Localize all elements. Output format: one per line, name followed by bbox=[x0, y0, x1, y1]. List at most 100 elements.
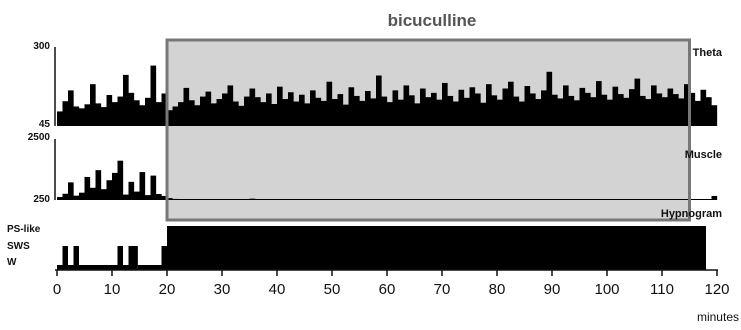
theta-bar bbox=[684, 84, 690, 126]
theta-bar bbox=[370, 98, 377, 126]
theta-bar bbox=[112, 102, 118, 126]
muscle-bar bbox=[365, 199, 371, 200]
theta-bar bbox=[381, 96, 388, 126]
panel-label-muscle: Muscle bbox=[685, 149, 722, 161]
theta-bar bbox=[359, 100, 366, 126]
theta-bar bbox=[178, 102, 184, 126]
theta-bar bbox=[277, 86, 283, 126]
theta-bar bbox=[557, 98, 564, 126]
muscle-bar bbox=[167, 198, 173, 200]
muscle-bar bbox=[216, 199, 223, 200]
x-tick-label: 10 bbox=[104, 281, 121, 298]
hypnogram-segment bbox=[79, 265, 118, 270]
theta-bar bbox=[310, 90, 316, 126]
muscle-bar bbox=[343, 199, 349, 200]
muscle-bar bbox=[491, 199, 498, 200]
muscle-bar bbox=[535, 199, 542, 200]
muscle-bar bbox=[662, 199, 668, 200]
muscle-bar bbox=[288, 199, 294, 200]
muscle-bar bbox=[634, 199, 641, 200]
theta-bar bbox=[546, 71, 553, 126]
muscle-bar bbox=[178, 199, 184, 200]
muscle-bar bbox=[392, 199, 399, 200]
theta-bar bbox=[238, 105, 245, 126]
theta-bar bbox=[343, 104, 349, 126]
theta-ytick-max: 300 bbox=[33, 41, 50, 52]
state-label-sws: SWS bbox=[7, 241, 30, 252]
theta-bar bbox=[414, 103, 421, 126]
theta-bar bbox=[90, 84, 96, 126]
muscle-bar bbox=[601, 199, 608, 200]
muscle-bar bbox=[464, 199, 470, 200]
x-axis-label: minutes bbox=[697, 310, 739, 324]
treatment-box bbox=[165, 38, 691, 222]
theta-bar bbox=[618, 94, 624, 126]
theta-bar bbox=[673, 94, 679, 126]
theta-bar bbox=[194, 105, 201, 126]
muscle-bar bbox=[623, 199, 630, 200]
muscle-bar bbox=[469, 199, 476, 200]
muscle-bar bbox=[128, 181, 135, 200]
theta-bar bbox=[205, 91, 212, 126]
hypnogram-segment bbox=[161, 246, 167, 270]
muscle-bar bbox=[249, 198, 256, 200]
muscle-bar bbox=[596, 199, 602, 200]
muscle-bar bbox=[260, 199, 267, 200]
muscle-bar bbox=[706, 199, 712, 200]
theta-bar bbox=[409, 95, 415, 126]
muscle-bar bbox=[442, 199, 448, 200]
theta-bar bbox=[332, 99, 338, 126]
hypnogram-segment bbox=[68, 265, 74, 270]
muscle-bar bbox=[673, 199, 679, 200]
muscle-bar bbox=[73, 195, 80, 200]
theta-bar bbox=[172, 106, 179, 126]
muscle-bar bbox=[62, 193, 69, 200]
hypnogram-segment bbox=[137, 265, 162, 270]
muscle-bar bbox=[156, 194, 162, 200]
muscle-bar bbox=[436, 199, 443, 200]
theta-bar bbox=[706, 97, 712, 126]
muscle-bar bbox=[172, 198, 179, 200]
x-tick-label: 0 bbox=[53, 281, 61, 298]
theta-bar bbox=[607, 99, 613, 126]
hypnogram-segment bbox=[128, 246, 138, 270]
muscle-bar bbox=[194, 199, 201, 200]
theta-bar bbox=[106, 95, 113, 126]
theta-bar bbox=[431, 92, 437, 126]
theta-bar bbox=[299, 94, 305, 126]
muscle-bar bbox=[585, 199, 591, 200]
theta-bar bbox=[667, 88, 674, 126]
theta-bar bbox=[475, 93, 481, 126]
muscle-bar bbox=[711, 195, 718, 200]
muscle-bar bbox=[337, 199, 344, 200]
theta-bar bbox=[513, 96, 520, 126]
muscle-bar bbox=[381, 199, 388, 200]
muscle-bar bbox=[508, 199, 514, 200]
muscle-bar bbox=[541, 199, 547, 200]
muscle-bar bbox=[84, 176, 91, 200]
theta-bar bbox=[502, 88, 509, 126]
theta-bar bbox=[183, 87, 190, 126]
x-tick-label: 100 bbox=[594, 281, 619, 298]
hypnogram-segment bbox=[57, 265, 63, 270]
muscle-bar bbox=[332, 199, 338, 200]
theta-bar bbox=[552, 94, 558, 126]
muscle-bar bbox=[227, 199, 234, 200]
muscle-bar bbox=[475, 199, 481, 200]
muscle-bar bbox=[486, 199, 492, 200]
theta-bar bbox=[84, 104, 91, 126]
muscle-ytick-max: 2500 bbox=[28, 132, 51, 143]
theta-bar bbox=[601, 94, 608, 126]
muscle-bar bbox=[348, 199, 355, 200]
muscle-bar bbox=[150, 175, 157, 200]
theta-bar bbox=[491, 95, 498, 126]
muscle-bar bbox=[579, 199, 586, 200]
muscle-bar bbox=[453, 199, 459, 200]
muscle-bar bbox=[409, 199, 415, 200]
theta-bar bbox=[398, 99, 404, 126]
theta-bar bbox=[123, 74, 129, 126]
theta-bar bbox=[326, 81, 333, 126]
theta-bar bbox=[227, 85, 234, 126]
theta-bar bbox=[139, 105, 146, 126]
theta-bar bbox=[216, 99, 223, 126]
